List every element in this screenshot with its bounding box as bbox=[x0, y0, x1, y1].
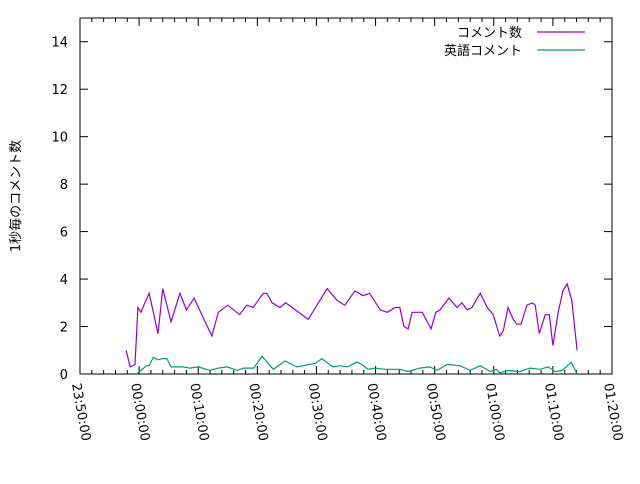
x-tick-label: 23:50:00 bbox=[68, 382, 93, 442]
y-tick-label: 8 bbox=[60, 178, 68, 193]
x-tick-label: 01:20:00 bbox=[600, 382, 625, 442]
x-tick-label: 00:30:00 bbox=[305, 382, 330, 442]
series-line-0 bbox=[125, 282, 578, 368]
y-axis-label: 1秒毎のコメント数 bbox=[8, 140, 24, 252]
series-line-1 bbox=[136, 355, 578, 375]
y-tick-label: 12 bbox=[51, 83, 68, 98]
x-tick-label: 00:10:00 bbox=[186, 382, 211, 442]
y-tick-label: 4 bbox=[60, 273, 68, 288]
x-tick-label: 00:50:00 bbox=[423, 382, 448, 442]
x-tick-label: 00:20:00 bbox=[245, 382, 270, 442]
y-tick-label: 0 bbox=[60, 368, 68, 383]
y-tick-label: 10 bbox=[51, 131, 68, 146]
y-tick-label: 2 bbox=[60, 321, 68, 336]
legend-label: コメント数 bbox=[457, 26, 522, 41]
x-tick-label: 00:40:00 bbox=[364, 382, 389, 442]
x-tick-label: 01:00:00 bbox=[482, 382, 507, 442]
x-tick-label: 01:10:00 bbox=[541, 382, 566, 442]
y-tick-label: 6 bbox=[60, 226, 68, 241]
legend-label: 英語コメント bbox=[444, 43, 522, 59]
plot-frame bbox=[79, 17, 613, 375]
x-tick-label: 00:00:00 bbox=[127, 382, 152, 442]
y-tick-label: 14 bbox=[51, 36, 68, 51]
